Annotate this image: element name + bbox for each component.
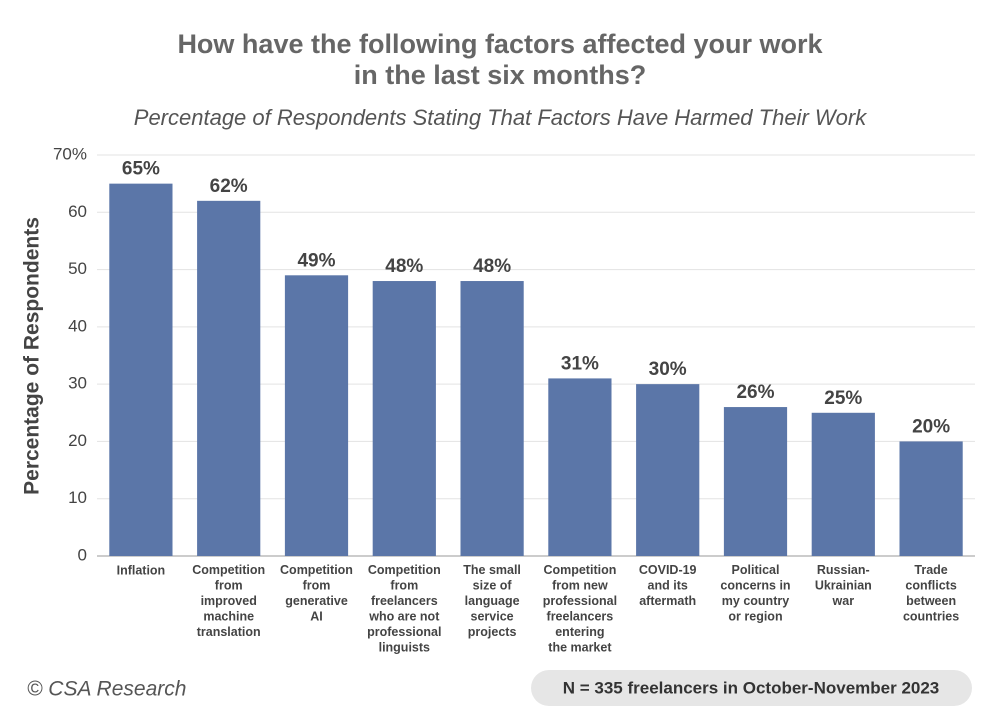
- bar: [811, 412, 875, 556]
- x-tick-label: Competition from generative AI: [280, 563, 353, 624]
- x-tick-label: Competition from new professional freelance…: [543, 563, 617, 655]
- value-label: 49%: [297, 250, 335, 271]
- bar: [197, 200, 261, 557]
- note-background: [531, 670, 972, 706]
- chart-title: How have the following factors affected …: [177, 29, 823, 90]
- y-tick-label: 0: [78, 545, 87, 564]
- value-label: 65%: [122, 159, 160, 180]
- y-tick-label: 20: [68, 431, 87, 450]
- x-tick-label: Trade conflicts between countries: [903, 563, 959, 624]
- y-tick-label: 40: [68, 316, 87, 335]
- bar: [284, 275, 349, 556]
- chart-subtitle: Percentage of Respondents Stating That F…: [134, 105, 867, 130]
- y-axis-label: Percentage of Respondents: [21, 217, 44, 495]
- x-tick-label: Competition from freelancers who are not pro…: [367, 563, 441, 655]
- value-label: 25%: [824, 388, 862, 409]
- y-tick-label: 30: [68, 374, 87, 393]
- x-tick-label: Competition from improved machine translatio…: [192, 563, 265, 639]
- x-tick-label: The small size of language service projects: [463, 563, 521, 639]
- bar: [548, 378, 612, 556]
- value-label: 62%: [210, 176, 248, 197]
- value-label: 48%: [473, 256, 511, 277]
- value-label: 31%: [561, 353, 599, 374]
- credit: © CSA Research: [27, 678, 186, 701]
- value-label: 48%: [385, 256, 423, 277]
- y-tick-label: 60: [68, 202, 87, 221]
- bar: [899, 441, 963, 556]
- bar: [723, 407, 788, 556]
- y-tick-label: 50: [68, 259, 87, 278]
- bar: [109, 183, 173, 556]
- x-tick-label: Political concerns in my country or region: [720, 563, 790, 624]
- y-tick-label: 10: [68, 488, 87, 507]
- x-tick-label: Russian-Ukrainian war: [815, 563, 872, 608]
- value-label: 20%: [912, 416, 950, 437]
- bar: [460, 281, 524, 556]
- x-tick-label: COVID-19 and its aftermath: [639, 563, 697, 608]
- sample-note: N = 335 freelancers in October-November …: [563, 678, 940, 697]
- value-label: 30%: [649, 359, 687, 380]
- value-label: 26%: [736, 382, 774, 403]
- y-tick-label: 70%: [53, 144, 87, 163]
- x-tick-label: Inflation: [117, 563, 166, 577]
- bar: [636, 384, 700, 556]
- bar: [372, 281, 436, 556]
